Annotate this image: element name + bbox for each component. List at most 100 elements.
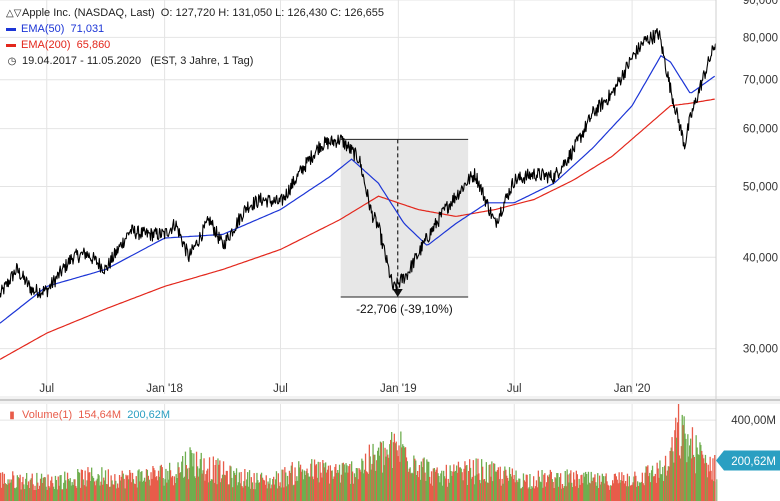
volume-bar [90, 481, 92, 501]
volume-bar [52, 483, 54, 501]
volume-bar [267, 481, 269, 501]
volume-bar [182, 477, 185, 501]
volume-bar [482, 466, 484, 501]
volume-bar [300, 471, 303, 501]
volume-bar [234, 472, 236, 501]
volume-bar [705, 462, 708, 501]
volume-bar [648, 476, 650, 501]
volume-bar [396, 450, 398, 501]
volume-bar [130, 482, 133, 501]
volume-bar [444, 478, 447, 501]
volume-bar [366, 472, 369, 501]
volume-bar [662, 467, 664, 501]
volume-bar [540, 482, 542, 501]
volume-bar [337, 470, 339, 501]
volume-bar [270, 488, 272, 501]
volume-bar [664, 455, 667, 501]
ema200-line [0, 98, 715, 360]
volume-bar [222, 461, 225, 501]
volume-bar [454, 471, 456, 501]
volume-bar [702, 454, 704, 501]
volume-bar [207, 468, 209, 501]
volume-bar [406, 461, 408, 501]
volume-bar [667, 466, 669, 501]
volume-bar [414, 458, 416, 501]
symbol-legend: △▽Apple Inc. (NASDAQ, Last) O: 127,720 H… [6, 6, 384, 21]
volume-bar [440, 473, 442, 501]
volume-bar [451, 475, 453, 501]
drawdown-arrow-head [392, 288, 403, 297]
volume-bar [275, 471, 278, 501]
volume-bar [327, 465, 330, 501]
volume-bar [240, 472, 242, 501]
volume-bar [295, 481, 297, 501]
volume-bar [494, 463, 496, 501]
volume-bar [217, 458, 219, 501]
volume-bar [400, 431, 402, 501]
volume-bar [647, 465, 649, 501]
volume-bar [628, 476, 630, 501]
volume-bar [313, 459, 316, 501]
volume-bar [608, 485, 610, 501]
volume-bar [447, 478, 449, 501]
volume-bar [368, 444, 370, 501]
volume-bar [293, 484, 295, 501]
volume-bar [126, 476, 128, 501]
volume-bar [224, 475, 226, 501]
volume-bar [594, 474, 596, 501]
volume-bar [473, 484, 475, 501]
volume-bar [625, 486, 628, 501]
volume-bar [429, 476, 431, 501]
symbol-name: Apple Inc. (NASDAQ, Last) [22, 7, 155, 19]
volume-bar [325, 462, 327, 501]
volume-bar [629, 485, 631, 501]
volume-bar [443, 476, 446, 501]
volume-bar [106, 484, 109, 501]
volume-bar [401, 447, 403, 501]
volume-bar [592, 477, 594, 501]
y-tick-label: 30,000 [743, 344, 778, 356]
volume-bar [28, 488, 31, 501]
volume-bar [154, 470, 156, 501]
clock-icon: ◷ [7, 56, 17, 67]
volume-bar [397, 456, 399, 501]
volume-bar [467, 485, 469, 501]
volume-bar [482, 479, 485, 501]
volume-bar [453, 464, 455, 501]
drawdown-annotation: -22,706 (-39,10%) [340, 138, 469, 316]
volume-bar [107, 469, 109, 501]
volume-bar [651, 465, 654, 501]
volume-bar [34, 485, 36, 501]
ema50-label: EMA(50) [21, 23, 65, 35]
volume-bar [571, 482, 573, 501]
volume-bar [699, 442, 701, 501]
volume-bar [658, 477, 660, 501]
volume-bar [169, 470, 172, 501]
volume-bar [269, 478, 271, 501]
volume-bar [17, 477, 19, 501]
volume-bar [470, 478, 473, 501]
volume-bar [386, 449, 388, 501]
volume-bar [698, 455, 700, 501]
volume-bar [57, 476, 59, 501]
volume-bar [391, 468, 394, 501]
volume-bar [256, 472, 258, 501]
volume-bar [534, 486, 537, 501]
volume-bar [210, 479, 213, 501]
volume-bar [631, 484, 633, 501]
volume-bar [708, 471, 710, 501]
volume-bar [320, 472, 322, 501]
volume-bar [101, 467, 103, 501]
volume-bar [695, 435, 697, 501]
volume-bar [229, 465, 231, 501]
volume-bar [367, 473, 369, 501]
volume-bar [261, 477, 264, 501]
volume-bar [59, 475, 61, 501]
volume-bar [416, 475, 418, 501]
volume-bar [172, 485, 174, 501]
volume-bar [0, 487, 3, 501]
volume-bar [155, 477, 157, 501]
volume-bar [173, 476, 175, 501]
volume-bar [169, 462, 171, 501]
